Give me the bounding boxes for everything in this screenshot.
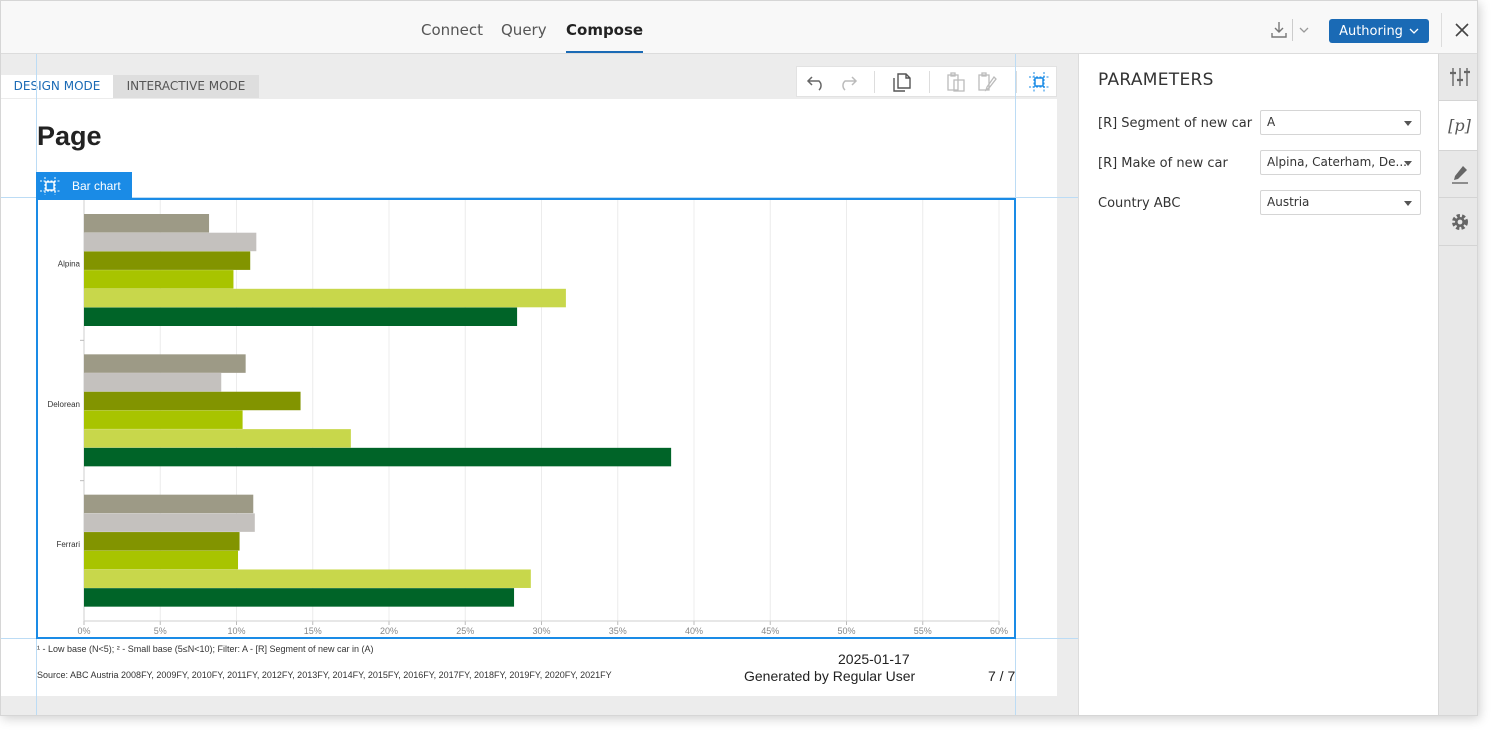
bar (84, 532, 240, 551)
bar (84, 251, 251, 270)
copy-icon[interactable] (891, 72, 913, 92)
report-date: 2025-01-17 (838, 651, 910, 667)
x-tick-label: 35% (609, 626, 627, 636)
country-select[interactable]: Austria (1260, 190, 1421, 215)
bar (84, 307, 518, 326)
tab-connect[interactable]: Connect (421, 21, 484, 39)
generated-by: Generated by Regular User (744, 668, 916, 684)
toolbar-separator (1292, 19, 1293, 41)
dropdown-arrow-icon (1404, 201, 1412, 206)
dropdown-arrow-icon (1404, 121, 1412, 126)
chevron-down-icon[interactable] (1299, 26, 1309, 34)
segment-select[interactable]: A (1260, 110, 1421, 135)
make-select[interactable]: Alpina, Caterham, De... (1260, 150, 1421, 175)
x-tick-label: 20% (380, 626, 398, 636)
right-rail: [p] (1438, 54, 1477, 715)
dropdown-arrow-icon (1404, 161, 1412, 166)
paste-icon[interactable] (945, 72, 967, 92)
x-tick-label: 5% (154, 626, 167, 636)
tab-compose[interactable]: Compose (566, 1, 644, 54)
tab-query[interactable]: Query (501, 21, 547, 39)
param-label: [R] Make of new car (1098, 156, 1228, 171)
bar (84, 494, 254, 514)
download-button[interactable] (1269, 18, 1313, 42)
page-number: 7 / 7 (988, 668, 1016, 684)
parameters-panel: PARAMETERS [R] Segment of new car A [R] … (1078, 54, 1438, 715)
bar (84, 550, 239, 570)
download-icon (1271, 22, 1287, 38)
bar (84, 447, 672, 467)
param-label: Country ABC (1098, 196, 1181, 211)
toolbar-divider (874, 71, 875, 93)
bar (84, 429, 351, 448)
bar (84, 373, 222, 392)
chart-widget-tag[interactable]: Bar chart (36, 172, 132, 199)
panel-title: PARAMETERS (1098, 70, 1214, 90)
close-icon[interactable] (1451, 19, 1473, 41)
bar (84, 513, 255, 532)
bar-chart: 0% 5% 10% 15% 20% 25% 30% 35% 40% 45% 50% 55% 60% Alp… (48, 200, 1008, 636)
top-bar: Connect Query Compose Authoring (1, 1, 1477, 54)
select-frame-icon (40, 176, 60, 195)
pen-icon (1451, 166, 1468, 184)
tab-interactive-mode[interactable]: INTERACTIVE MODE (113, 75, 259, 98)
bar (84, 270, 234, 289)
authoring-button[interactable]: Authoring (1329, 19, 1429, 43)
x-tick-label: 0% (77, 626, 90, 636)
bar (84, 232, 257, 252)
bar-chart-widget[interactable]: 0% 5% 10% 15% 20% 25% 30% 35% 40% 45% 50% 55% 60% Alp… (36, 198, 1016, 639)
param-label: [R] Segment of new car (1098, 116, 1253, 131)
toolbar-separator (1441, 13, 1442, 47)
x-tick-label: 10% (227, 626, 245, 636)
redo-icon[interactable] (836, 72, 858, 92)
category-label: Delorean (48, 400, 80, 409)
bar (84, 214, 210, 233)
x-tick-label: 50% (837, 626, 855, 636)
rail-parameters-button[interactable]: [p] (1439, 101, 1477, 151)
select-value: Austria (1267, 195, 1310, 209)
category-label: Alpina (58, 260, 81, 269)
sliders-icon (1449, 68, 1470, 86)
bar (84, 288, 566, 308)
bar (84, 588, 515, 607)
toolbar-divider (1016, 71, 1017, 93)
bar (84, 410, 243, 429)
source-note: Source: ABC Austria 2008FY, 2009FY, 2010… (37, 670, 612, 680)
chevron-down-icon (1409, 28, 1419, 34)
authoring-label: Authoring (1339, 23, 1403, 39)
rail-adjust-button[interactable] (1439, 54, 1477, 101)
chart-footnote: ¹ - Low base (N<5); ² - Small base (5≤N<… (37, 644, 374, 654)
paste-format-icon[interactable] (976, 72, 998, 92)
edit-toolbar (796, 66, 1057, 97)
x-tick-label: 30% (532, 626, 550, 636)
category-label: Ferrari (56, 540, 80, 549)
select-value: Alpina, Caterham, De... (1267, 155, 1407, 169)
app-window: Connect Query Compose Authoring DESIGN M… (0, 0, 1478, 716)
x-tick-label: 25% (456, 626, 474, 636)
bar (84, 391, 301, 411)
bar (84, 354, 246, 373)
tab-design-mode[interactable]: DESIGN MODE (1, 75, 113, 98)
gear-icon (1451, 214, 1468, 230)
select-value: A (1267, 115, 1276, 129)
page-title: Page (37, 121, 102, 151)
x-tick-label: 60% (990, 626, 1008, 636)
layout-guide (1, 197, 1078, 198)
x-tick-label: 40% (685, 626, 703, 636)
rail-style-button[interactable] (1439, 151, 1477, 198)
x-tick-label: 45% (761, 626, 779, 636)
x-tick-label: 15% (304, 626, 322, 636)
x-tick-label: 55% (914, 626, 932, 636)
bar (84, 569, 531, 588)
select-frame-icon[interactable] (1028, 72, 1050, 92)
undo-icon[interactable] (806, 72, 828, 92)
parameters-icon: [p] (1448, 116, 1471, 135)
rail-settings-button[interactable] (1439, 199, 1477, 246)
chart-widget-label: Bar chart (72, 178, 121, 193)
toolbar-divider (929, 71, 930, 93)
